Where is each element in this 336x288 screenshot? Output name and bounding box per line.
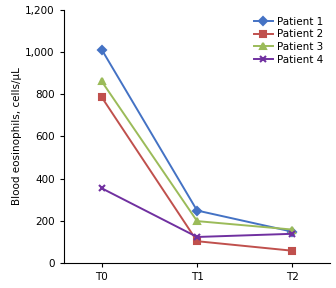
Patient 3 [195, 219, 199, 223]
Patient 3 [100, 80, 104, 83]
Patient 2 [100, 96, 104, 99]
Line: Patient 2: Patient 2 [99, 94, 295, 253]
Line: Patient 4: Patient 4 [99, 185, 295, 240]
Patient 2 [290, 249, 294, 253]
Patient 4 [290, 232, 294, 236]
Y-axis label: Blood eosinophils, cells/μL: Blood eosinophils, cells/μL [12, 68, 22, 205]
Patient 4 [100, 187, 104, 190]
Patient 3 [290, 228, 294, 231]
Legend: Patient 1, Patient 2, Patient 3, Patient 4: Patient 1, Patient 2, Patient 3, Patient… [252, 15, 325, 67]
Patient 1 [195, 209, 199, 212]
Patient 4 [195, 235, 199, 239]
Patient 1 [100, 48, 104, 52]
Line: Patient 1: Patient 1 [99, 47, 295, 234]
Patient 2 [195, 240, 199, 243]
Line: Patient 3: Patient 3 [99, 79, 295, 232]
Patient 1 [290, 230, 294, 233]
